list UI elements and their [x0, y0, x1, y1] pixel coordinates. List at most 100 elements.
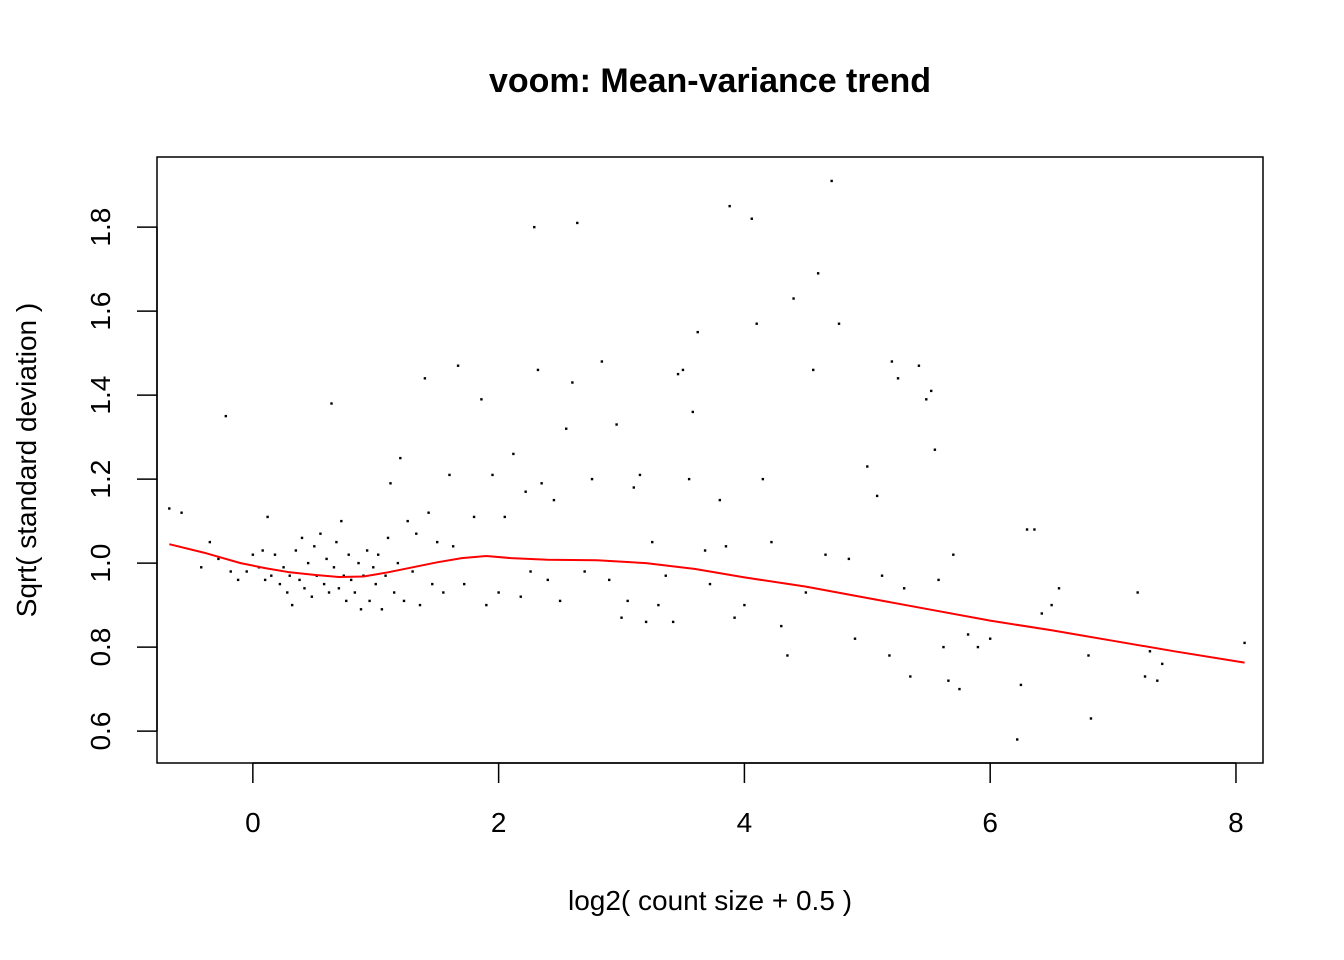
- data-point: [300, 536, 304, 540]
- data-point: [463, 582, 466, 586]
- data-point: [1143, 675, 1147, 678]
- data-point: [847, 557, 851, 561]
- data-point: [229, 570, 232, 573]
- data-point: [396, 561, 400, 565]
- data-point: [626, 599, 629, 603]
- data-point: [540, 482, 543, 485]
- data-point: [180, 511, 183, 514]
- data-point: [337, 587, 341, 590]
- data-point: [310, 595, 314, 598]
- data-point: [958, 687, 961, 691]
- data-point: [359, 608, 363, 611]
- data-point: [1148, 650, 1152, 653]
- data-point: [933, 448, 937, 451]
- data-point: [357, 561, 360, 565]
- y-tick-label: 0.6: [85, 712, 116, 751]
- plot-frame: [156, 156, 1264, 764]
- data-point: [529, 570, 532, 573]
- data-point: [1087, 654, 1090, 657]
- data-point: [1161, 662, 1164, 666]
- data-point: [947, 679, 950, 682]
- data-point: [792, 297, 795, 300]
- data-point: [402, 599, 406, 603]
- data-point: [571, 381, 574, 384]
- data-point: [236, 578, 240, 582]
- data-point: [427, 511, 430, 514]
- data-point: [208, 540, 212, 544]
- data-point: [224, 414, 228, 418]
- data-point: [325, 557, 328, 561]
- data-point: [472, 515, 476, 519]
- data-point: [497, 591, 500, 594]
- data-point: [345, 599, 348, 603]
- data-point: [1025, 528, 1029, 531]
- data-point: [691, 410, 694, 414]
- data-point: [1019, 683, 1023, 687]
- data-point: [480, 398, 483, 401]
- data-point: [319, 532, 322, 535]
- data-point: [380, 608, 384, 611]
- x-axis: 0 2 4 6 8: [245, 762, 1244, 838]
- data-point: [1040, 612, 1043, 615]
- data-point: [456, 364, 460, 367]
- data-point: [615, 423, 618, 426]
- y-tick-label: 1.0: [85, 544, 116, 583]
- data-point: [917, 364, 921, 367]
- data-point: [168, 507, 171, 510]
- data-point: [816, 272, 820, 275]
- data-point: [261, 549, 264, 552]
- data-point: [365, 549, 369, 552]
- data-point: [952, 553, 955, 556]
- data-point: [377, 553, 380, 556]
- data-point: [638, 473, 642, 477]
- data-point: [1136, 591, 1139, 594]
- data-point: [423, 377, 427, 380]
- data-point: [330, 402, 333, 405]
- data-point: [718, 498, 722, 502]
- data-point: [451, 545, 455, 548]
- data-point: [392, 591, 396, 594]
- data-point: [770, 540, 773, 544]
- data-point: [644, 620, 648, 624]
- data-point: [386, 536, 390, 540]
- data-point: [824, 553, 827, 556]
- data-point: [332, 566, 336, 569]
- y-tick-label: 1.4: [85, 376, 116, 415]
- trend-line: [169, 543, 1245, 664]
- data-point: [313, 545, 316, 548]
- data-point: [245, 570, 248, 573]
- data-point: [442, 591, 445, 594]
- data-point: [696, 330, 699, 334]
- data-point: [671, 620, 675, 624]
- data-point: [875, 494, 879, 498]
- x-tick-label: 4: [737, 807, 753, 838]
- data-point: [853, 637, 857, 640]
- data-point: [786, 654, 789, 657]
- data-point: [728, 204, 731, 208]
- data-point: [282, 566, 285, 569]
- data-point: [590, 477, 594, 481]
- data-point: [576, 221, 579, 225]
- data-point: [988, 637, 992, 640]
- y-axis: 0.6 0.8 1.0 1.2 1.4 1.6 1.8: [85, 208, 158, 751]
- data-point: [546, 578, 549, 582]
- data-point: [340, 519, 343, 523]
- data-point: [503, 515, 506, 519]
- data-point: [708, 582, 712, 586]
- data-point: [266, 515, 269, 519]
- data-point: [681, 368, 685, 372]
- data-point: [298, 578, 301, 582]
- data-point: [761, 477, 765, 481]
- y-axis-label: Sqrt( standard deviation ): [11, 303, 42, 617]
- data-point: [703, 549, 707, 552]
- data-point: [620, 616, 623, 619]
- data-point: [925, 398, 928, 401]
- data-point: [411, 570, 414, 573]
- data-point: [687, 477, 691, 481]
- data-point: [896, 377, 900, 380]
- data-point: [384, 574, 387, 577]
- data-point: [750, 217, 753, 220]
- data-point: [812, 368, 815, 372]
- data-point: [676, 372, 680, 376]
- data-point: [485, 603, 488, 607]
